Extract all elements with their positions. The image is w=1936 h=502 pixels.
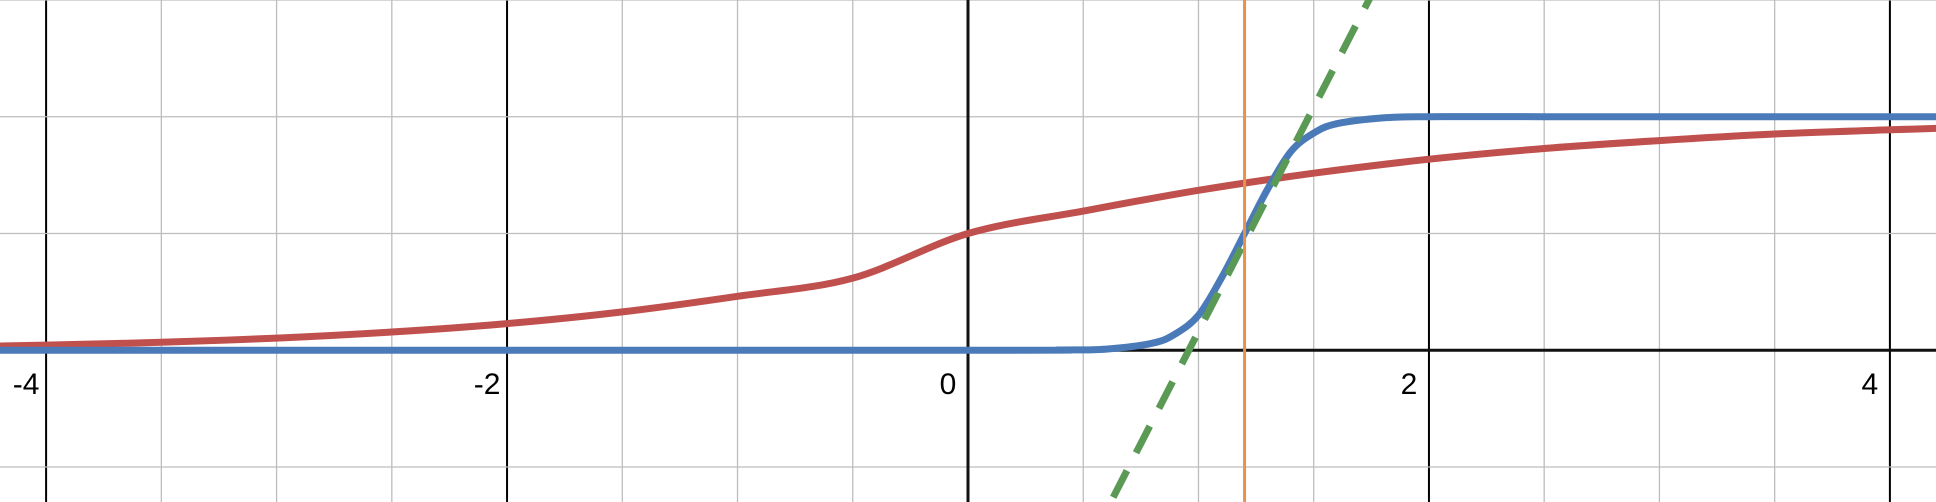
x-tick-label: -2: [474, 368, 501, 401]
x-tick-label: -4: [13, 368, 40, 401]
x-tick-label: 0: [940, 368, 957, 401]
tick-labels: -4 -2 0 2 4: [13, 368, 1878, 401]
steep-logistic-series: [0, 113, 1936, 354]
x-tick-label: 2: [1401, 368, 1418, 401]
logistic-series: [0, 124, 1936, 350]
tangent-line-series: [1110, 0, 1373, 499]
x-tick-label: 4: [1862, 368, 1879, 401]
